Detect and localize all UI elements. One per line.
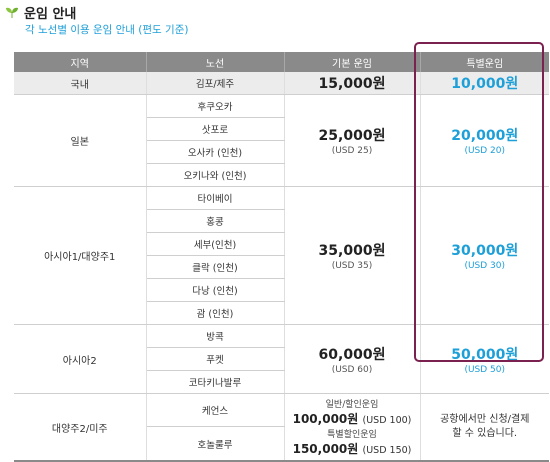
special-fare-cell: 50,000원 (USD 50) [420, 324, 549, 394]
base-fare: 15,000원 [318, 76, 386, 92]
table-row: 세부(인천) [14, 232, 549, 256]
base-fare-cell: 25,000원 (USD 25) [284, 94, 421, 187]
special-fare-usd: (USD 20) [464, 146, 506, 156]
table-row: 국내 김포/제주 15,000원 10,000원 [14, 72, 549, 95]
table-row: 코타키나발루 [14, 370, 549, 394]
route-cell: 괌 (인천) [146, 301, 285, 325]
table-row: 다낭 (인천) [14, 278, 549, 302]
fare-label-regular: 일반/할인운임 [325, 400, 379, 410]
special-fare: 20,000원 [451, 128, 519, 144]
section-header: 운임 안내 [5, 3, 77, 22]
route-cell: 삿포로 [146, 117, 285, 141]
fare-special: 150,000원 (USD 150) [285, 440, 420, 457]
table-row: 대양주2/미주 케언스 일반/할인운임 100,000원 (USD 100) 특… [14, 393, 549, 462]
base-fare-cell: 35,000원 (USD 35) [284, 186, 421, 325]
region-cell: 일본 [14, 94, 147, 187]
route-cell: 클락 (인천) [146, 255, 285, 279]
fare-label-special: 특별할인운임 [327, 430, 377, 440]
base-fare-cell: 15,000원 [284, 72, 421, 95]
region-cell: 국내 [14, 72, 147, 95]
col-header-special-fare: 특별운임 [420, 52, 549, 72]
table-row: 클락 (인천) [14, 255, 549, 279]
route-cell: 타이베이 [146, 186, 285, 210]
route-cell: 다낭 (인천) [146, 278, 285, 302]
route-cell: 케언스 [146, 393, 285, 428]
route-cell: 푸켓 [146, 347, 285, 371]
special-fare: 30,000원 [451, 243, 519, 259]
base-fare: 35,000원 [318, 243, 386, 259]
special-fare-cell: 30,000원 (USD 30) [420, 186, 549, 325]
table-row: 괌 (인천) [14, 301, 549, 325]
route-cell: 후쿠오카 [146, 94, 285, 118]
table-row: 아시아1/대양주1 타이베이 35,000원 (USD 35) 30,000원 … [14, 186, 549, 325]
table-row: 삿포로 [14, 117, 549, 141]
fare-table: 지역 노선 기본 운임 특별운임 국내 김포/제주 15,000원 10,000… [14, 52, 549, 462]
fare-special-usd: (USD 150) [362, 445, 412, 456]
route-cell: 세부(인천) [146, 232, 285, 256]
special-fare-cell: 20,000원 (USD 20) [420, 94, 549, 187]
route-cell: 김포/제주 [146, 72, 285, 95]
table-row: 홍콩 [14, 209, 549, 233]
base-fare: 60,000원 [318, 346, 386, 363]
route-cell: 오사카 (인천) [146, 140, 285, 164]
airport-only-note-line1: 공항에서만 신청/결제 [440, 414, 530, 425]
region-cell: 아시아1/대양주1 [14, 186, 147, 325]
route-cell: 홍콩 [146, 209, 285, 233]
special-fare: 10,000원 [451, 76, 519, 92]
table-row: 오키나와 (인천) [14, 163, 549, 187]
table-row: 푸켓 [14, 347, 549, 371]
special-fare-usd: (USD 50) [464, 364, 506, 375]
table-row: 오사카 (인천) [14, 140, 549, 164]
base-fare: 25,000원 [318, 128, 386, 144]
special-fare-cell: 10,000원 [420, 72, 549, 95]
base-fare-usd: (USD 35) [331, 261, 373, 271]
special-fare-usd: (USD 30) [464, 261, 506, 271]
route-cell: 코타키나발루 [146, 370, 285, 394]
region-cell: 대양주2/미주 [14, 393, 147, 462]
col-header-route: 노선 [146, 52, 285, 72]
special-fare-cell: 공항에서만 신청/결제 할 수 있습니다. [420, 393, 549, 462]
col-header-base-fare: 기본 운임 [284, 52, 421, 72]
section-subtitle: 각 노선별 이용 운임 안내 (편도 기준) [25, 24, 189, 36]
route-cell: 호놀룰루 [146, 426, 285, 462]
col-header-region: 지역 [14, 52, 147, 72]
fare-regular: 100,000원 (USD 100) [285, 410, 420, 427]
base-fare-usd: (USD 25) [331, 146, 373, 156]
special-fare: 50,000원 [451, 346, 519, 363]
base-fare-cell: 일반/할인운임 100,000원 (USD 100) 특별할인운임 150,00… [284, 393, 421, 462]
region-cell: 아시아2 [14, 324, 147, 394]
table-header-row: 지역 노선 기본 운임 특별운임 [14, 52, 549, 72]
route-cell: 방콕 [146, 324, 285, 348]
base-fare-cell: 60,000원 (USD 60) [284, 324, 421, 394]
fare-special-amount: 150,000원 [292, 442, 359, 456]
table-row: 일본 후쿠오카 25,000원 (USD 25) 20,000원 (USD 20… [14, 94, 549, 187]
section-title: 운임 안내 [24, 6, 77, 22]
fare-regular-amount: 100,000원 [292, 412, 359, 426]
table-row: 아시아2 방콕 60,000원 (USD 60) 50,000원 (USD 50… [14, 324, 549, 394]
leaf-icon [6, 7, 18, 18]
route-cell: 오키나와 (인천) [146, 163, 285, 187]
base-fare-usd: (USD 60) [331, 364, 373, 375]
airport-only-note-line2: 할 수 있습니다. [452, 428, 518, 439]
